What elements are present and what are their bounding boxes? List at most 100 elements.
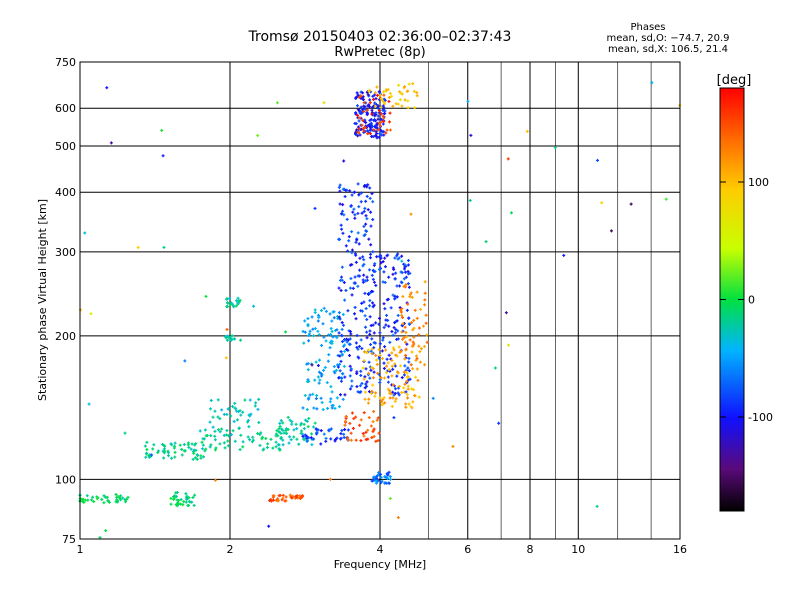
data-point	[356, 134, 360, 138]
data-point	[335, 328, 339, 332]
data-point	[371, 97, 375, 101]
data-point	[394, 328, 398, 332]
data-point	[114, 492, 118, 496]
data-point	[387, 324, 391, 328]
data-point	[348, 364, 352, 368]
data-point	[400, 313, 404, 317]
data-point	[391, 293, 395, 297]
data-point	[352, 417, 356, 421]
data-point	[365, 278, 369, 282]
data-point	[211, 425, 215, 429]
x-tick-label: 2	[227, 543, 234, 556]
data-point	[262, 447, 266, 451]
data-point	[350, 384, 354, 388]
colorbar-tick-label: 0	[748, 294, 755, 307]
data-point	[407, 356, 411, 360]
data-point	[145, 452, 149, 456]
data-point	[365, 380, 369, 384]
data-point	[387, 120, 391, 124]
data-point	[237, 426, 241, 430]
data-point	[406, 384, 410, 388]
data-point	[274, 440, 278, 444]
data-point	[317, 315, 321, 319]
data-point	[372, 303, 376, 307]
data-point	[609, 229, 613, 233]
data-point	[358, 116, 362, 120]
data-point	[392, 416, 396, 420]
data-point	[356, 211, 360, 215]
data-point	[364, 222, 368, 226]
data-point	[343, 298, 347, 302]
data-point	[81, 497, 85, 501]
data-point	[390, 359, 394, 363]
data-point	[194, 448, 198, 452]
colorbar-label: [deg]	[717, 73, 752, 88]
data-point	[320, 400, 324, 404]
data-point	[259, 431, 263, 435]
data-point	[340, 275, 344, 279]
data-point	[386, 361, 390, 365]
data-point	[205, 433, 209, 437]
data-point	[279, 419, 283, 423]
data-point	[319, 442, 323, 446]
data-point	[305, 439, 309, 443]
data-point	[403, 364, 407, 368]
data-point	[375, 85, 379, 89]
data-point	[368, 332, 372, 336]
y-tick-label: 600	[55, 102, 76, 115]
data-point	[350, 293, 354, 297]
data-point	[276, 498, 280, 502]
data-point	[193, 456, 197, 460]
data-point	[363, 397, 367, 401]
data-point	[374, 97, 378, 101]
y-tick-label: 200	[55, 330, 76, 343]
data-point	[371, 301, 375, 305]
data-point	[399, 308, 403, 312]
data-point	[399, 364, 403, 368]
data-point	[288, 418, 292, 422]
data-point	[278, 424, 282, 428]
data-point	[315, 407, 319, 411]
data-point	[383, 265, 387, 269]
data-point	[313, 206, 317, 210]
data-point	[390, 374, 394, 378]
data-point	[357, 205, 361, 209]
data-point	[391, 272, 395, 276]
data-point	[233, 439, 237, 443]
data-point	[365, 275, 369, 279]
data-point	[260, 437, 264, 441]
data-point	[355, 370, 359, 374]
data-point	[353, 216, 357, 220]
data-point	[254, 401, 258, 405]
data-point	[415, 316, 419, 320]
data-point	[386, 297, 390, 301]
data-point	[334, 368, 338, 372]
data-point	[348, 337, 352, 341]
data-point	[358, 111, 362, 115]
data-point	[394, 397, 398, 401]
data-point	[295, 437, 299, 441]
data-point	[375, 358, 379, 362]
data-point	[411, 328, 415, 332]
data-point	[353, 121, 357, 125]
data-point	[349, 332, 353, 336]
data-point	[182, 449, 186, 453]
data-point	[330, 319, 334, 323]
data-point	[229, 433, 233, 437]
data-point	[358, 344, 362, 348]
data-point	[407, 82, 411, 86]
data-point	[346, 309, 350, 313]
data-point	[277, 447, 281, 451]
data-point	[349, 277, 353, 281]
data-point	[301, 329, 305, 333]
data-point	[404, 347, 408, 351]
data-point	[179, 498, 183, 502]
data-point	[365, 384, 369, 388]
data-point	[351, 426, 355, 430]
data-point	[338, 189, 342, 193]
data-point	[180, 447, 184, 451]
data-point	[378, 255, 382, 259]
data-point	[301, 434, 305, 438]
data-point	[362, 273, 366, 277]
data-point	[339, 359, 343, 363]
